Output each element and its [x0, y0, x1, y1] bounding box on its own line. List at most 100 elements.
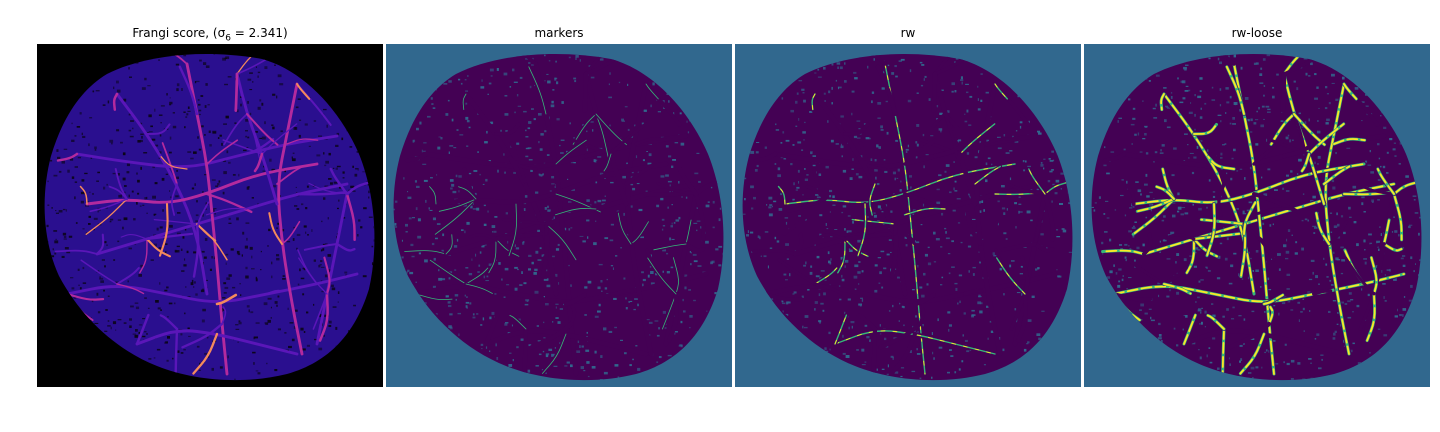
texture-speck	[1384, 300, 1387, 302]
texture-speck	[593, 242, 597, 246]
texture-speck	[123, 98, 127, 102]
texture-speck	[1230, 177, 1233, 181]
texture-speck	[841, 211, 844, 214]
texture-speck	[1026, 210, 1031, 214]
texture-speck	[71, 122, 73, 125]
texture-speck	[887, 64, 890, 67]
texture-speck	[667, 180, 672, 183]
texture-speck	[647, 162, 652, 165]
texture-speck	[909, 350, 912, 353]
vessel-segment	[889, 331, 918, 376]
texture-speck	[1163, 239, 1166, 242]
texture-speck	[237, 253, 241, 256]
texture-speck	[587, 280, 592, 284]
texture-speck	[270, 317, 272, 319]
texture-speck	[1308, 278, 1313, 281]
texture-speck	[1259, 73, 1263, 76]
texture-speck	[905, 151, 908, 153]
texture-speck	[643, 109, 647, 112]
texture-speck	[118, 194, 122, 198]
texture-speck	[805, 261, 807, 265]
texture-speck	[614, 326, 617, 329]
texture-speck	[477, 271, 480, 273]
texture-speck	[131, 190, 134, 193]
vessel-segment	[965, 211, 982, 246]
texture-speck	[213, 208, 217, 210]
texture-speck	[464, 102, 468, 105]
texture-speck	[1337, 236, 1341, 239]
texture-speck	[1130, 123, 1135, 126]
texture-speck	[504, 95, 508, 97]
texture-speck	[509, 86, 512, 88]
vessel-segment	[318, 292, 329, 342]
texture-speck	[886, 131, 889, 135]
texture-speck	[883, 159, 886, 161]
texture-speck	[132, 127, 134, 130]
texture-speck	[1326, 93, 1329, 95]
texture-speck	[764, 231, 769, 233]
texture-speck	[1419, 259, 1422, 261]
texture-speck	[538, 141, 540, 144]
texture-speck	[190, 157, 194, 160]
texture-speck	[1295, 241, 1298, 244]
texture-speck	[140, 166, 142, 170]
texture-speck	[1132, 117, 1136, 120]
texture-speck	[135, 306, 140, 310]
vessel-segment	[246, 113, 279, 146]
texture-speck	[244, 245, 248, 249]
texture-speck	[671, 204, 673, 206]
vessel-highlight	[811, 93, 816, 111]
texture-speck	[447, 99, 450, 102]
texture-speck	[1152, 198, 1155, 200]
texture-speck	[80, 200, 84, 204]
texture-speck	[1301, 219, 1304, 222]
texture-speck	[196, 200, 198, 203]
texture-speck	[195, 214, 199, 217]
texture-speck	[194, 81, 197, 84]
texture-speck	[1177, 210, 1180, 213]
texture-speck	[669, 237, 672, 241]
vessel-segment	[1280, 71, 1287, 113]
texture-speck	[129, 135, 134, 138]
texture-speck	[1170, 231, 1175, 235]
texture-speck	[966, 152, 970, 155]
texture-speck	[151, 138, 156, 141]
texture-speck	[1376, 240, 1380, 244]
texture-speck	[859, 305, 862, 307]
texture-speck	[173, 302, 176, 305]
texture-speck	[815, 275, 820, 278]
texture-speck	[71, 287, 75, 290]
texture-speck	[1179, 101, 1184, 104]
texture-speck	[1154, 151, 1158, 154]
texture-speck	[115, 281, 119, 284]
texture-speck	[158, 247, 163, 249]
texture-speck	[1185, 85, 1189, 87]
marker-line	[462, 93, 467, 110]
texture-speck	[330, 182, 333, 185]
texture-speck	[209, 268, 212, 271]
texture-speck	[255, 278, 258, 282]
vessel-segment	[215, 293, 238, 306]
texture-speck	[228, 274, 232, 277]
texture-speck	[276, 257, 280, 261]
texture-speck	[333, 181, 338, 184]
texture-speck	[1266, 138, 1268, 142]
texture-speck	[339, 186, 342, 189]
texture-speck	[410, 243, 414, 247]
texture-speck	[198, 103, 201, 106]
texture-speck	[130, 120, 134, 122]
texture-speck	[1098, 196, 1101, 199]
texture-speck	[1177, 77, 1179, 80]
texture-speck	[180, 352, 184, 354]
vessel-segment	[875, 64, 898, 117]
texture-speck	[1043, 167, 1045, 170]
texture-speck	[962, 334, 964, 337]
texture-speck	[684, 274, 688, 278]
texture-speck	[847, 215, 851, 217]
vessel-segment	[145, 232, 194, 241]
texture-speck	[1014, 202, 1017, 205]
texture-speck	[926, 283, 929, 286]
texture-speck	[1266, 54, 1271, 57]
texture-speck	[255, 276, 258, 280]
texture-speck	[55, 210, 57, 212]
